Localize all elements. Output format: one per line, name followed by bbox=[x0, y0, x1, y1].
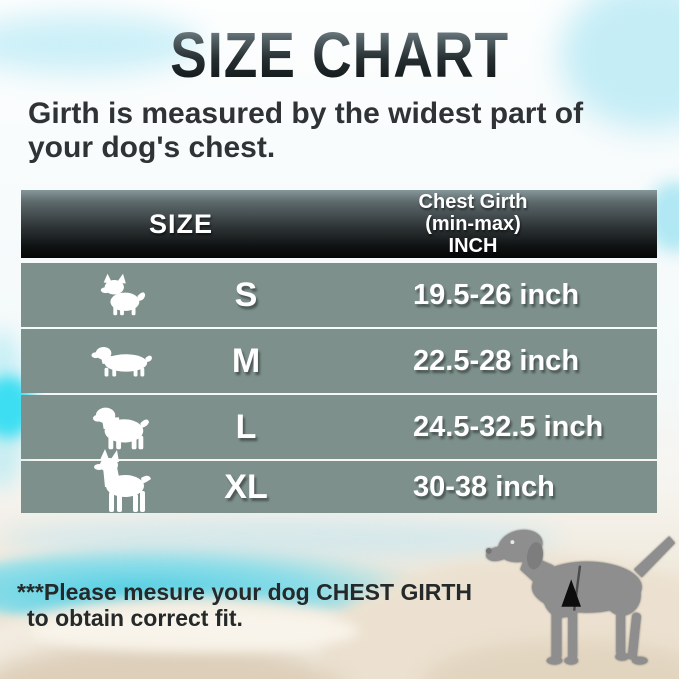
sand-shadow bbox=[0, 642, 350, 679]
great-dane-icon bbox=[83, 449, 161, 513]
measure-note-line1: ***Please mesure your dog CHEST GIRTH bbox=[17, 579, 473, 605]
chihuahua-icon bbox=[83, 263, 161, 327]
dachshund-icon bbox=[83, 329, 161, 393]
dog-nose bbox=[485, 547, 492, 554]
subtitle: Girth is measured by the widest part of … bbox=[28, 97, 668, 165]
header-girth-label: Chest Girth (min-max) INCH bbox=[341, 190, 605, 258]
table-row-size-m: M 22.5-28 inch bbox=[21, 329, 657, 393]
size-table: SIZE Chest Girth (min-max) INCH bbox=[21, 190, 657, 513]
header-girth-line3: INCH bbox=[448, 235, 498, 257]
size-value: S bbox=[234, 275, 258, 314]
header-size-label: SIZE bbox=[148, 208, 213, 239]
size-value: XL bbox=[224, 467, 268, 506]
table-row-size-l: L 24.5-32.5 inch bbox=[21, 395, 657, 459]
girth-value: 24.5-32.5 inch bbox=[413, 410, 604, 443]
sky-haze bbox=[0, 518, 560, 560]
size-value: M bbox=[231, 341, 261, 380]
subtitle-line2: your dog's chest. bbox=[28, 131, 276, 164]
chest-girth-dog-illustration bbox=[483, 516, 679, 674]
girth-value: 22.5-28 inch bbox=[413, 344, 580, 377]
header-girth-line1: Chest Girth bbox=[418, 191, 528, 213]
subtitle-line1: Girth is measured by the widest part of bbox=[28, 97, 584, 130]
size-value: L bbox=[235, 407, 257, 446]
size-table-header: SIZE Chest Girth (min-max) INCH bbox=[21, 190, 657, 258]
header-girth-line2: (min-max) bbox=[425, 213, 521, 235]
table-row-size-s: S 19.5-26 inch bbox=[21, 263, 657, 327]
dog-eye bbox=[510, 540, 515, 545]
girth-value: 19.5-26 inch bbox=[413, 278, 580, 311]
mastiff-icon bbox=[83, 395, 161, 459]
girth-value: 30-38 inch bbox=[413, 470, 555, 503]
table-row-size-xl: XL 30-38 inch bbox=[21, 449, 657, 513]
page-title: SIZE CHART bbox=[48, 23, 632, 87]
measure-note: ***Please mesure your dog CHEST GIRTH to… bbox=[17, 579, 472, 631]
measure-note-line2: to obtain correct fit. bbox=[27, 605, 243, 631]
